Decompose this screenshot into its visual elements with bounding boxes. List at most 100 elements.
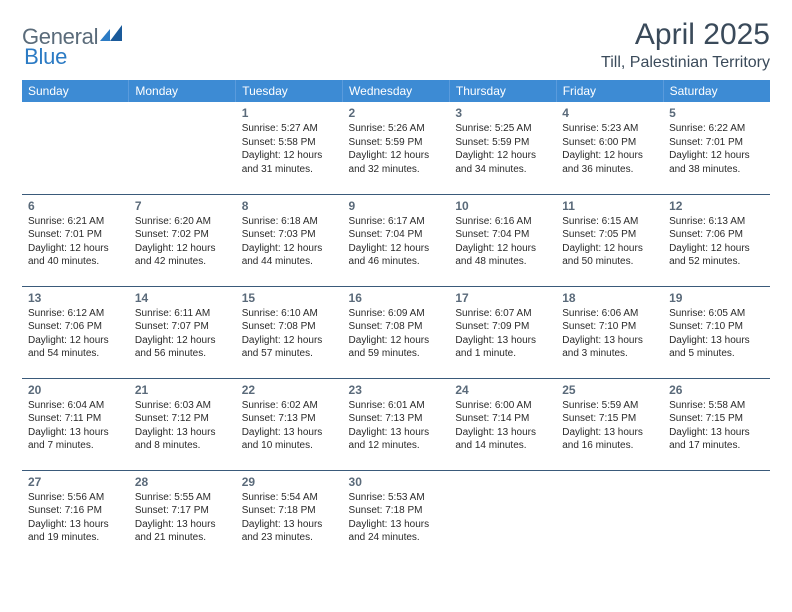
logo-word2: Blue <box>24 44 67 70</box>
day-number: 29 <box>242 475 337 489</box>
daylight-text: and 40 minutes. <box>28 255 123 269</box>
daylight-text: and 10 minutes. <box>242 439 337 453</box>
daylight-text: and 34 minutes. <box>455 163 550 177</box>
sunset-text: Sunset: 6:00 PM <box>562 136 657 150</box>
sunset-text: Sunset: 7:10 PM <box>562 320 657 334</box>
day-number: 6 <box>28 199 123 213</box>
sunrise-text: Sunrise: 6:10 AM <box>242 307 337 321</box>
sunrise-text: Sunrise: 5:58 AM <box>669 399 764 413</box>
sunrise-text: Sunrise: 6:00 AM <box>455 399 550 413</box>
sunrise-text: Sunrise: 6:11 AM <box>135 307 230 321</box>
day-number: 13 <box>28 291 123 305</box>
sunset-text: Sunset: 7:08 PM <box>349 320 444 334</box>
empty-cell <box>556 470 663 562</box>
col-saturday: Saturday <box>663 80 770 102</box>
day-cell: 3Sunrise: 5:25 AMSunset: 5:59 PMDaylight… <box>449 102 556 194</box>
day-cell: 18Sunrise: 6:06 AMSunset: 7:10 PMDayligh… <box>556 286 663 378</box>
day-number: 15 <box>242 291 337 305</box>
day-cell: 2Sunrise: 5:26 AMSunset: 5:59 PMDaylight… <box>343 102 450 194</box>
day-cell: 23Sunrise: 6:01 AMSunset: 7:13 PMDayligh… <box>343 378 450 470</box>
daylight-text: Daylight: 12 hours <box>562 149 657 163</box>
daylight-text: Daylight: 12 hours <box>562 242 657 256</box>
daylight-text: and 3 minutes. <box>562 347 657 361</box>
day-number: 27 <box>28 475 123 489</box>
day-number: 28 <box>135 475 230 489</box>
sunrise-text: Sunrise: 5:53 AM <box>349 491 444 505</box>
sunset-text: Sunset: 7:10 PM <box>669 320 764 334</box>
day-cell: 6Sunrise: 6:21 AMSunset: 7:01 PMDaylight… <box>22 194 129 286</box>
sunset-text: Sunset: 5:58 PM <box>242 136 337 150</box>
day-cell: 12 Sunrise: 6:13 AMSunset: 7:06 PMDayligh… <box>663 194 770 286</box>
day-cell: 13Sunrise: 6:12 AMSunset: 7:06 PMDayligh… <box>22 286 129 378</box>
day-cell: 22Sunrise: 6:02 AMSunset: 7:13 PMDayligh… <box>236 378 343 470</box>
day-cell: 5Sunrise: 6:22 AMSunset: 7:01 PMDaylight… <box>663 102 770 194</box>
sunset-text: Sunset: 7:01 PM <box>669 136 764 150</box>
daylight-text: Daylight: 12 hours <box>242 334 337 348</box>
day-cell: 1Sunrise: 5:27 AMSunset: 5:58 PMDaylight… <box>236 102 343 194</box>
daylight-text: Daylight: 12 hours <box>455 149 550 163</box>
daylight-text: Daylight: 13 hours <box>28 518 123 532</box>
daylight-text: and 46 minutes. <box>349 255 444 269</box>
day-cell: 17 Sunrise: 6:07 AMSunset: 7:09 PMDayligh… <box>449 286 556 378</box>
day-cell: 28Sunrise: 5:55 AMSunset: 7:17 PMDayligh… <box>129 470 236 562</box>
day-number: 5 <box>669 106 764 120</box>
daylight-text: Daylight: 13 hours <box>455 334 550 348</box>
sunrise-text: Sunrise: 5:26 AM <box>349 122 444 136</box>
sunrise-text: Sunrise: 6:06 AM <box>562 307 657 321</box>
sunset-text: Sunset: 7:18 PM <box>242 504 337 518</box>
daylight-text: Daylight: 12 hours <box>135 334 230 348</box>
day-cell: 16Sunrise: 6:09 AMSunset: 7:08 PMDayligh… <box>343 286 450 378</box>
sunset-text: Sunset: 7:01 PM <box>28 228 123 242</box>
sunrise-text: Sunrise: 5:55 AM <box>135 491 230 505</box>
day-number: 1 <box>242 106 337 120</box>
sunrise-text: Sunrise: 6:22 AM <box>669 122 764 136</box>
sunset-text: Sunset: 7:18 PM <box>349 504 444 518</box>
daylight-text: Daylight: 13 hours <box>562 426 657 440</box>
daylight-text: Daylight: 12 hours <box>349 149 444 163</box>
day-cell: 11Sunrise: 6:15 AMSunset: 7:05 PMDayligh… <box>556 194 663 286</box>
day-cell: 29Sunrise: 5:54 AMSunset: 7:18 PMDayligh… <box>236 470 343 562</box>
sunrise-text: Sunrise: 6:09 AM <box>349 307 444 321</box>
day-number: 26 <box>669 383 764 397</box>
daylight-text: and 59 minutes. <box>349 347 444 361</box>
sunrise-text: Sunrise: 6:20 AM <box>135 215 230 229</box>
day-number: 20 <box>28 383 123 397</box>
daylight-text: and 1 minute. <box>455 347 550 361</box>
sunrise-text: Sunrise: 6:15 AM <box>562 215 657 229</box>
day-cell: 8Sunrise: 6:18 AMSunset: 7:03 PMDaylight… <box>236 194 343 286</box>
sunrise-text: Sunrise: 6:21 AM <box>28 215 123 229</box>
col-monday: Monday <box>129 80 236 102</box>
sunset-text: Sunset: 7:16 PM <box>28 504 123 518</box>
daylight-text: Daylight: 13 hours <box>28 426 123 440</box>
sunrise-text: Sunrise: 6:03 AM <box>135 399 230 413</box>
sunrise-text: Sunrise: 6:13 AM <box>669 215 764 229</box>
sunrise-text: Sunrise: 6:02 AM <box>242 399 337 413</box>
title-block: April 2025 Till, Palestinian Territory <box>601 18 770 72</box>
daylight-text: Daylight: 12 hours <box>349 334 444 348</box>
daylight-text: and 24 minutes. <box>349 531 444 545</box>
day-cell: 30Sunrise: 5:53 AMSunset: 7:18 PMDayligh… <box>343 470 450 562</box>
daylight-text: and 23 minutes. <box>242 531 337 545</box>
daylight-text: and 44 minutes. <box>242 255 337 269</box>
day-number: 3 <box>455 106 550 120</box>
day-number: 9 <box>349 199 444 213</box>
daylight-text: and 56 minutes. <box>135 347 230 361</box>
daylight-text: Daylight: 13 hours <box>455 426 550 440</box>
daylight-text: and 54 minutes. <box>28 347 123 361</box>
day-number: 12 <box>669 199 764 213</box>
daylight-text: and 7 minutes. <box>28 439 123 453</box>
day-number: 17 <box>455 291 550 305</box>
daylight-text: Daylight: 13 hours <box>669 426 764 440</box>
daylight-text: Daylight: 13 hours <box>135 518 230 532</box>
daylight-text: Daylight: 12 hours <box>669 242 764 256</box>
daylight-text: Daylight: 13 hours <box>135 426 230 440</box>
sunset-text: Sunset: 7:09 PM <box>455 320 550 334</box>
sunrise-text: Sunrise: 5:56 AM <box>28 491 123 505</box>
col-sunday: Sunday <box>22 80 129 102</box>
sunset-text: Sunset: 7:06 PM <box>669 228 764 242</box>
sunset-text: Sunset: 7:06 PM <box>28 320 123 334</box>
daylight-text: Daylight: 12 hours <box>242 149 337 163</box>
sunrise-text: Sunrise: 6:07 AM <box>455 307 550 321</box>
sunrise-text: Sunrise: 6:01 AM <box>349 399 444 413</box>
day-number: 7 <box>135 199 230 213</box>
